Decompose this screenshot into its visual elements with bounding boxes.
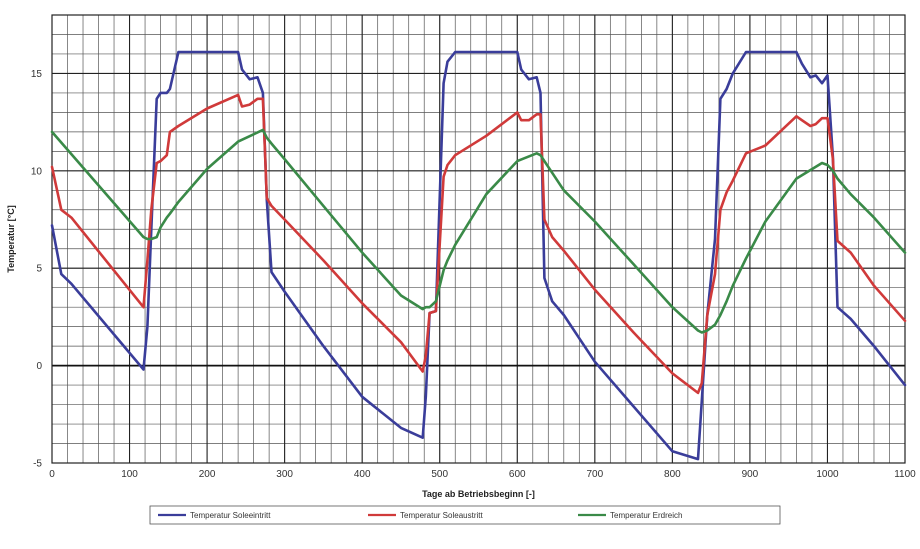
y-tick-label: 5	[36, 264, 42, 275]
y-tick-label: 15	[31, 69, 43, 80]
x-axis-tick-labels: 0 100 200 300 400 500 600 700 800 900 1000 1100	[49, 469, 916, 480]
x-tick-label: 400	[354, 469, 371, 480]
x-tick-label: 900	[742, 469, 759, 480]
x-tick-label: 300	[276, 469, 293, 480]
x-tick-label: 0	[49, 469, 55, 480]
x-tick-label: 700	[586, 469, 603, 480]
x-tick-label: 800	[664, 469, 681, 480]
x-tick-label: 500	[431, 469, 448, 480]
series-line-1	[50, 50, 907, 461]
legend-label-2: Temperatur Soleaustritt	[400, 511, 483, 520]
minor-gridlines	[52, 15, 905, 463]
x-tick-label: 1100	[894, 469, 916, 480]
series-lines	[50, 50, 907, 461]
legend-label-3: Temperatur Erdreich	[610, 511, 682, 520]
x-tick-label: 200	[199, 469, 216, 480]
series-line-2	[50, 93, 907, 395]
y-axis-title: Temperatur [°C]	[6, 205, 16, 272]
series-line-3	[50, 128, 907, 334]
legend: Temperatur Soleeintritt Temperatur Soleau…	[149, 505, 781, 525]
x-axis-title: Tage ab Betriebsbeginn [-]	[422, 489, 535, 499]
y-tick-label: -5	[33, 459, 42, 470]
plot-area-frame	[51, 14, 906, 464]
y-tick-label: 10	[31, 166, 43, 177]
legend-box	[149, 505, 781, 525]
y-tick-label: 0	[36, 361, 42, 372]
x-tick-label: 1000	[816, 469, 839, 480]
x-tick-label: 100	[121, 469, 138, 480]
major-gridlines	[52, 15, 905, 463]
y-axis-tick-labels: -5 0 5 10 15	[31, 69, 43, 470]
legend-label-1: Temperatur Soleeintritt	[190, 511, 271, 520]
x-tick-label: 600	[509, 469, 526, 480]
